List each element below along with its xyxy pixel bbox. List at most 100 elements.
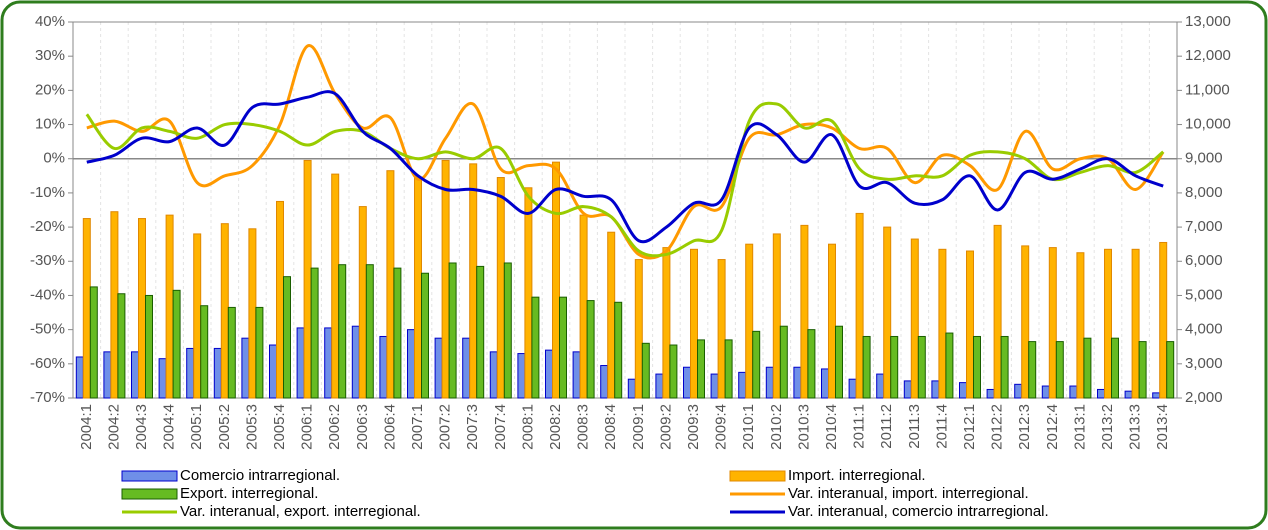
bar — [131, 351, 139, 399]
y-tick-label: -30% — [30, 252, 65, 269]
bar — [662, 247, 671, 399]
bar — [310, 267, 319, 399]
bar — [276, 200, 284, 399]
bar — [296, 327, 305, 399]
bar — [669, 344, 678, 399]
x-tick-label: 2013:2 — [1099, 404, 1116, 450]
bar — [1055, 341, 1064, 399]
bar — [641, 342, 650, 399]
legend-swatch — [729, 470, 786, 482]
x-tick-label: 2005:3 — [243, 404, 260, 450]
bar — [255, 306, 264, 399]
bar — [1028, 341, 1037, 399]
y-tick-label: -20% — [30, 218, 65, 235]
x-tick-label: 2010:2 — [768, 404, 785, 450]
y2-tick-label: 13,000 — [1185, 13, 1231, 30]
bar — [220, 223, 229, 399]
bar — [572, 351, 581, 399]
x-tick-label: 2009:2 — [657, 404, 674, 450]
bar — [517, 353, 526, 399]
x-tick-label: 2004:4 — [161, 404, 178, 450]
bar — [1014, 383, 1023, 399]
bar — [848, 378, 857, 399]
bar — [331, 173, 340, 399]
bar — [1166, 341, 1175, 399]
bar — [627, 378, 636, 399]
bar — [248, 228, 257, 399]
x-tick-label: 2005:2 — [216, 404, 233, 450]
legend-label: Var. interanual, export. interregional. — [180, 503, 421, 520]
bar — [828, 243, 836, 399]
bar — [945, 332, 954, 399]
legend-label: Var. interanual, comercio intrarregional… — [788, 503, 1049, 520]
x-tick-label: 2010:3 — [795, 404, 812, 450]
bar — [993, 224, 1002, 399]
bar — [931, 380, 940, 399]
x-tick-label: 2004:2 — [105, 404, 122, 450]
y2-tick-label: 5,000 — [1185, 286, 1223, 303]
y2-tick-label: 12,000 — [1185, 47, 1231, 64]
bar — [358, 206, 367, 399]
x-tick-label: 2006:2 — [326, 404, 343, 450]
bar — [524, 187, 533, 399]
bar — [1021, 245, 1030, 399]
x-tick-label: 2008:1 — [519, 404, 536, 450]
bar — [1111, 337, 1119, 399]
bar — [1131, 248, 1140, 399]
bar — [1104, 248, 1112, 399]
bar — [138, 218, 146, 399]
bar — [793, 366, 802, 399]
bar — [283, 276, 291, 399]
bar — [365, 264, 374, 399]
line — [85, 101, 1165, 258]
bar — [469, 163, 478, 399]
bar — [110, 211, 119, 399]
bar — [910, 238, 919, 399]
bar — [752, 330, 761, 399]
legend-swatch — [121, 470, 178, 482]
bar — [1097, 388, 1105, 399]
x-tick-label: 2006:3 — [354, 404, 371, 450]
bar — [1083, 337, 1092, 399]
y-tick-label: 20% — [35, 81, 65, 98]
y-tick-label: -60% — [30, 355, 65, 372]
bar — [876, 373, 885, 399]
bar — [441, 159, 450, 399]
y-tick-label: -50% — [30, 321, 65, 338]
y2-tick-label: 3,000 — [1185, 355, 1223, 372]
bar — [476, 265, 485, 399]
x-tick-label: 2012:1 — [961, 404, 978, 450]
bar — [1041, 385, 1050, 399]
bar — [835, 325, 843, 399]
bar — [559, 296, 567, 399]
x-tick-label: 2009:3 — [685, 404, 702, 450]
bar — [1069, 385, 1078, 399]
x-tick-label: 2012:4 — [1044, 404, 1061, 450]
y-tick-label: 40% — [35, 13, 65, 30]
x-tick-label: 2010:4 — [823, 404, 840, 450]
y-tick-label: -70% — [30, 389, 65, 406]
bar — [738, 371, 747, 399]
x-tick-label: 2012:3 — [1016, 404, 1033, 450]
bar — [697, 339, 705, 399]
bar — [172, 289, 181, 399]
bar — [393, 267, 402, 399]
bar — [779, 325, 788, 399]
x-tick-label: 2009:1 — [630, 404, 647, 450]
x-tick-label: 2007:4 — [492, 404, 509, 450]
x-tick-label: 2007:1 — [409, 404, 426, 450]
bar — [227, 306, 236, 399]
x-tick-label: 2012:2 — [989, 404, 1006, 450]
x-tick-label: 2010:1 — [740, 404, 757, 450]
bar — [82, 218, 91, 399]
x-tick-label: 2011:1 — [851, 404, 868, 449]
bar — [145, 294, 153, 399]
bar — [1076, 252, 1085, 399]
bar — [772, 233, 781, 399]
bar — [379, 335, 388, 399]
x-tick-label: 2011:2 — [878, 404, 895, 449]
x-tick-label: 2006:1 — [299, 404, 316, 450]
bar — [765, 366, 774, 399]
bar — [800, 224, 809, 399]
line — [86, 90, 1164, 244]
